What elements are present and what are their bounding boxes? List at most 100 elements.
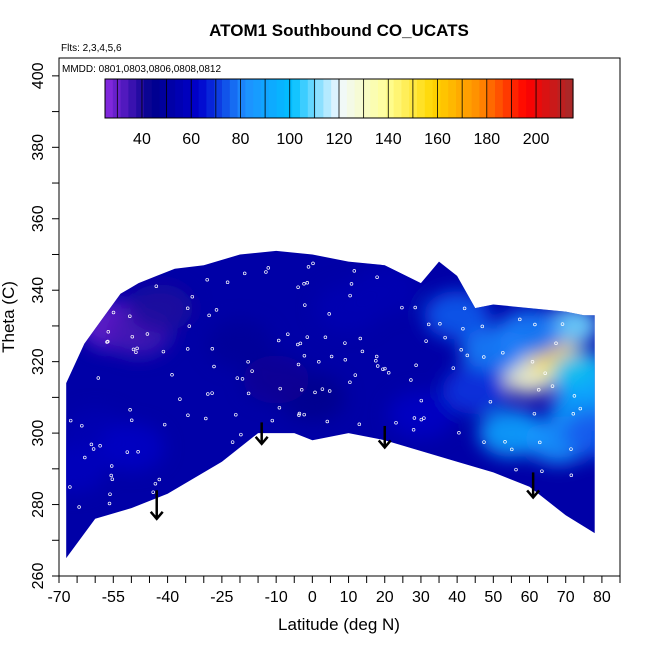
colorbar-segment xyxy=(300,79,309,118)
x-axis: -70 -55 -40 -25 -10 0 10 20 30 40 50 60 70 80 xyxy=(47,576,621,606)
measurement-point xyxy=(414,363,418,368)
measurement-point xyxy=(459,348,463,352)
measurement-point xyxy=(343,341,347,345)
colorbar-segment xyxy=(502,79,512,118)
x-tick-label: 20 xyxy=(376,589,394,606)
field-blob xyxy=(66,444,107,493)
colorbar-segment xyxy=(370,79,379,118)
measurement-point xyxy=(125,450,130,454)
measurement-point xyxy=(210,347,215,351)
measurement-point xyxy=(503,440,507,444)
measurement-point xyxy=(305,335,310,339)
measurement-point xyxy=(349,282,354,286)
measurement-point xyxy=(153,481,158,486)
colorbar-tick-label: 60 xyxy=(182,131,200,148)
colorbar-segment xyxy=(159,79,168,118)
measurement-point xyxy=(242,271,247,276)
y-tick-label: 320 xyxy=(30,348,47,375)
x-tick-label: -70 xyxy=(47,589,70,606)
y-axis: 260 280 300 320 340 360 380 400 xyxy=(30,62,59,589)
measurement-point xyxy=(190,294,195,299)
measurement-point xyxy=(145,332,150,336)
measurement-point xyxy=(386,371,391,375)
measurement-point xyxy=(306,265,311,269)
measurement-point xyxy=(250,369,254,373)
colorbar-tick-label: 160 xyxy=(424,131,451,148)
measurement-point xyxy=(108,492,112,496)
measurement-point xyxy=(297,413,301,417)
measurement-point xyxy=(465,353,470,358)
colorbar-segment xyxy=(346,79,356,118)
measurement-point xyxy=(240,377,245,381)
measurement-point xyxy=(375,275,379,279)
colorbar-segment xyxy=(565,79,574,118)
measurement-point xyxy=(514,467,518,472)
chart-title: ATOM1 Southbound CO_UCATS xyxy=(209,21,469,40)
measurement-point xyxy=(235,376,240,380)
measurement-point xyxy=(106,330,111,334)
measurement-point xyxy=(246,359,250,364)
x-tick-label: 40 xyxy=(448,589,466,606)
measurement-point xyxy=(302,353,307,358)
colorbar-segment xyxy=(315,79,324,118)
measurement-point xyxy=(136,450,140,454)
colorbar-segment xyxy=(463,79,473,118)
measurement-point xyxy=(374,359,378,363)
measurement-point xyxy=(538,440,542,445)
measurement-point xyxy=(343,358,348,362)
colorbar-segment xyxy=(190,79,200,118)
plot-frame xyxy=(58,57,621,577)
field-blob xyxy=(460,326,527,375)
measurement-point xyxy=(329,354,334,359)
measurement-point xyxy=(135,346,139,351)
dates-annotation: MMDD: 0801,0803,0806,0808,0812 xyxy=(62,64,221,75)
colorbar-tick-label: 120 xyxy=(326,131,353,148)
colorbar-tick-label: 180 xyxy=(473,131,500,148)
measurement-point xyxy=(80,423,84,428)
colorbar-segment xyxy=(292,79,301,118)
measurement-point xyxy=(569,447,573,451)
measurement-point xyxy=(91,447,96,451)
y-tick-label: 400 xyxy=(30,62,47,89)
colorbar-segment xyxy=(284,79,293,118)
measurement-point xyxy=(128,314,132,318)
measurement-point xyxy=(381,367,385,371)
colorbar-segment xyxy=(276,79,285,118)
measurement-point xyxy=(543,371,547,375)
colorbar-tick-label: 140 xyxy=(375,131,402,148)
measurement-point xyxy=(68,485,72,489)
field-blob xyxy=(207,319,273,368)
colorbar-segment xyxy=(471,79,480,118)
field-blob xyxy=(387,391,454,440)
x-axis-label: Latitude (deg N) xyxy=(278,615,400,634)
measurement-point xyxy=(457,431,461,435)
measurement-point xyxy=(424,339,428,343)
measurement-point xyxy=(353,373,358,377)
measurement-point xyxy=(276,338,281,343)
measurement-point xyxy=(438,322,442,326)
measurement-point xyxy=(536,388,541,392)
measurement-point xyxy=(383,366,387,371)
measurement-point xyxy=(205,277,209,282)
measurement-point xyxy=(533,322,537,327)
colorbar-segment xyxy=(128,79,137,118)
measurement-point xyxy=(461,326,465,331)
field-blob xyxy=(243,355,310,404)
colorbar-segment xyxy=(183,79,192,118)
measurement-point xyxy=(206,392,210,396)
measurement-point xyxy=(212,364,216,369)
measurement-point xyxy=(317,360,321,364)
measurement-point xyxy=(305,281,310,285)
colorbar-segment xyxy=(354,79,363,118)
colorbar-segment xyxy=(362,79,371,118)
measurement-point xyxy=(550,384,555,388)
colorbar-segment xyxy=(424,79,434,118)
measurement-point xyxy=(540,469,544,473)
measurement-point xyxy=(109,464,114,468)
measurement-point xyxy=(530,360,535,364)
measurement-point xyxy=(302,412,306,417)
colorbar-segment xyxy=(307,79,317,118)
colorbar-segment xyxy=(487,79,496,118)
colorbar-segment xyxy=(151,79,161,118)
x-tick-label: 70 xyxy=(557,589,575,606)
